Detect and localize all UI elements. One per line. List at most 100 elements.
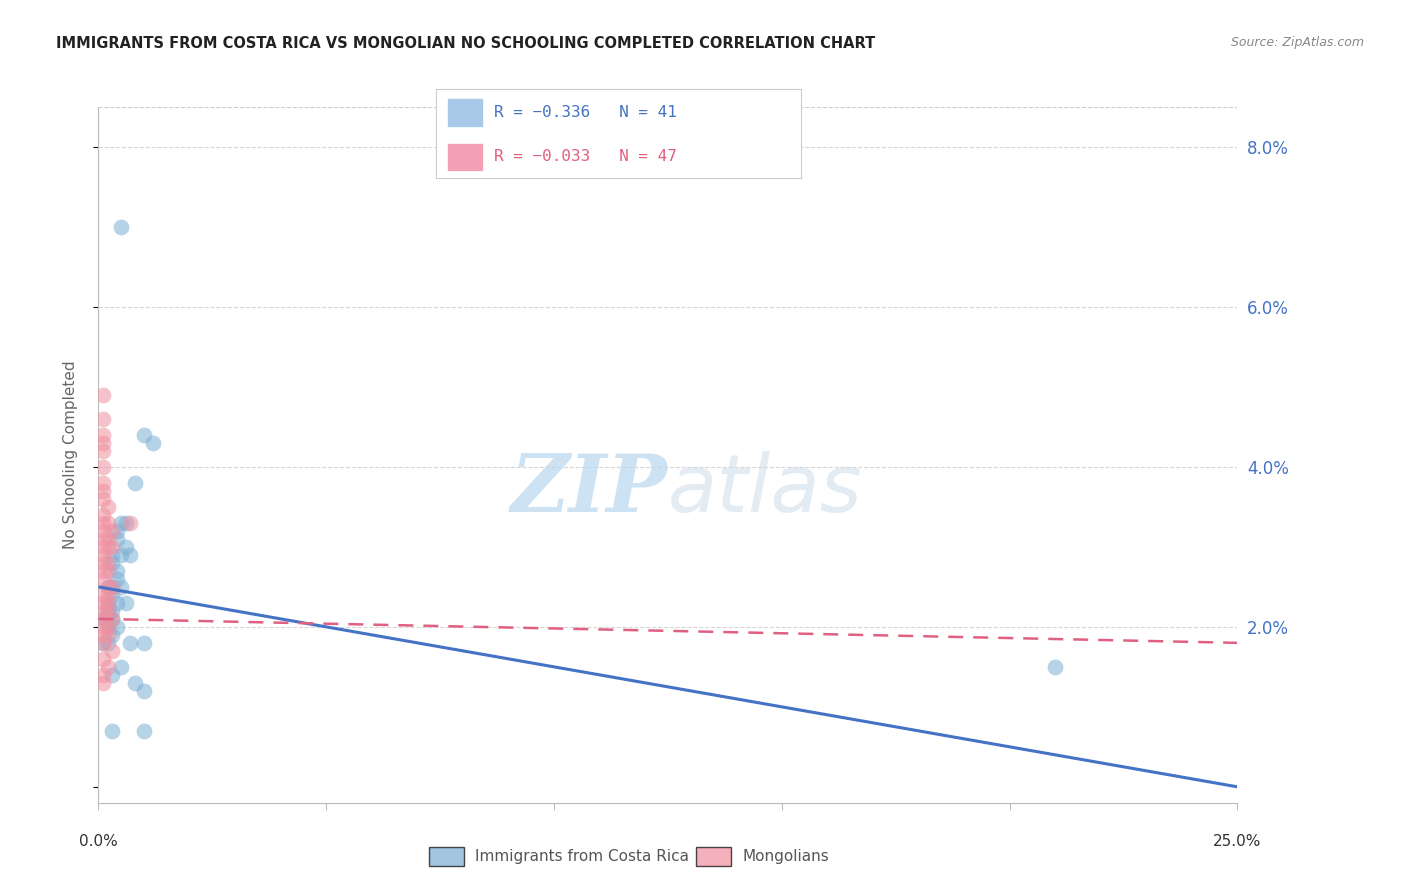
Point [91, 564, 114, 578]
Text: R = −0.336   N = 41: R = −0.336 N = 41 [495, 105, 678, 120]
Point [101, 588, 124, 602]
Point [91, 628, 114, 642]
Point [96, 604, 118, 618]
Point [101, 628, 124, 642]
Point [91, 491, 114, 506]
Point [91, 516, 114, 530]
Text: R = −0.033   N = 47: R = −0.033 N = 47 [495, 150, 678, 164]
Point [96, 580, 118, 594]
Point [105, 572, 128, 586]
Point [91, 444, 114, 458]
Point [124, 475, 146, 490]
Point [124, 676, 146, 690]
Point [96, 604, 118, 618]
Point [91, 612, 114, 626]
Point [101, 604, 124, 618]
Point [91, 548, 114, 562]
Point [91, 508, 114, 522]
Point [110, 660, 132, 674]
Point [132, 428, 155, 442]
Point [132, 723, 155, 738]
Point [101, 524, 124, 538]
Point [110, 219, 132, 234]
Point [120, 636, 142, 650]
Point [91, 428, 114, 442]
Text: atlas: atlas [668, 450, 863, 529]
Point [110, 548, 132, 562]
Point [114, 540, 136, 554]
Point [96, 540, 118, 554]
Point [91, 620, 114, 634]
Point [101, 644, 124, 658]
Point [96, 500, 118, 514]
Point [91, 668, 114, 682]
Point [114, 596, 136, 610]
Point [105, 596, 128, 610]
Point [114, 516, 136, 530]
Point [91, 604, 114, 618]
Bar [447, 98, 484, 127]
Point [96, 660, 118, 674]
Point [96, 588, 118, 602]
Text: ZIP: ZIP [510, 451, 668, 528]
Point [132, 683, 155, 698]
Point [105, 620, 128, 634]
Point [91, 532, 114, 546]
Point [96, 612, 118, 626]
Point [96, 564, 118, 578]
Point [96, 636, 118, 650]
Point [120, 548, 142, 562]
Point [110, 516, 132, 530]
Point [91, 459, 114, 474]
Point [96, 580, 118, 594]
Point [96, 516, 118, 530]
Text: Mongolians: Mongolians [742, 849, 830, 863]
Point [91, 475, 114, 490]
Point [91, 412, 114, 426]
Point [1043, 660, 1066, 674]
Point [91, 540, 114, 554]
Point [91, 524, 114, 538]
Point [91, 676, 114, 690]
Point [101, 540, 124, 554]
Text: Immigrants from Costa Rica: Immigrants from Costa Rica [475, 849, 689, 863]
Point [101, 668, 124, 682]
Point [91, 636, 114, 650]
Y-axis label: No Schooling Completed: No Schooling Completed [63, 360, 77, 549]
Point [96, 628, 118, 642]
Point [96, 620, 118, 634]
Point [101, 612, 124, 626]
Point [96, 532, 118, 546]
Point [110, 580, 132, 594]
Text: 0.0%: 0.0% [79, 834, 118, 849]
Point [101, 580, 124, 594]
Point [96, 596, 118, 610]
Point [105, 524, 128, 538]
Point [91, 483, 114, 498]
Point [96, 620, 118, 634]
Point [91, 388, 114, 402]
Point [91, 556, 114, 570]
Point [101, 723, 124, 738]
Bar [447, 143, 484, 171]
Text: Source: ZipAtlas.com: Source: ZipAtlas.com [1230, 36, 1364, 49]
Point [91, 436, 114, 450]
Point [91, 652, 114, 666]
Point [142, 436, 165, 450]
Point [91, 588, 114, 602]
Point [105, 564, 128, 578]
Text: IMMIGRANTS FROM COSTA RICA VS MONGOLIAN NO SCHOOLING COMPLETED CORRELATION CHART: IMMIGRANTS FROM COSTA RICA VS MONGOLIAN … [56, 36, 876, 51]
Point [91, 572, 114, 586]
Point [101, 548, 124, 562]
Point [101, 556, 124, 570]
Text: 25.0%: 25.0% [1213, 834, 1261, 849]
Point [101, 612, 124, 626]
Point [120, 516, 142, 530]
Point [132, 636, 155, 650]
Point [91, 636, 114, 650]
Point [105, 532, 128, 546]
Point [96, 556, 118, 570]
Point [96, 596, 118, 610]
Point [101, 580, 124, 594]
Point [91, 612, 114, 626]
